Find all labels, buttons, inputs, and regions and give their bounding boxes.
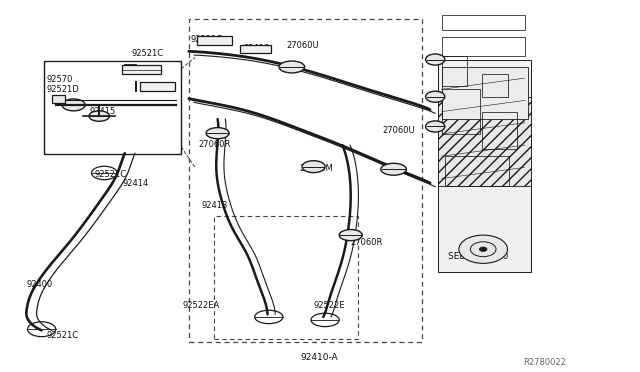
Bar	[442, 37, 525, 56]
Text: 92521D: 92521D	[46, 85, 79, 94]
Ellipse shape	[426, 54, 445, 65]
Ellipse shape	[381, 163, 406, 175]
Bar	[442, 56, 467, 86]
Circle shape	[479, 247, 487, 251]
Ellipse shape	[426, 121, 445, 132]
Bar	[140, 82, 175, 91]
Text: 92410: 92410	[140, 84, 166, 93]
Bar	[442, 15, 525, 30]
Bar	[214, 216, 358, 339]
Text: 27060R: 27060R	[351, 238, 383, 247]
Ellipse shape	[62, 99, 85, 111]
Text: 92522E: 92522E	[314, 301, 345, 310]
Text: 92414: 92414	[123, 179, 149, 187]
Ellipse shape	[302, 161, 325, 173]
Bar	[482, 112, 517, 149]
Text: 92522EA: 92522EA	[182, 301, 220, 310]
Text: 27185M: 27185M	[300, 164, 333, 173]
Bar	[122, 65, 161, 74]
Text: SEE SEC. 270: SEE SEC. 270	[448, 252, 508, 261]
Circle shape	[459, 235, 508, 263]
Bar	[445, 156, 509, 186]
Text: 92521C: 92521C	[131, 49, 163, 58]
Text: 92570: 92570	[46, 76, 72, 84]
Text: R2780022: R2780022	[524, 358, 566, 367]
Text: 92400: 92400	[27, 280, 53, 289]
Bar	[438, 60, 531, 272]
Bar	[442, 67, 528, 119]
Ellipse shape	[279, 61, 305, 73]
Bar	[197, 36, 232, 45]
Ellipse shape	[206, 128, 229, 139]
Text: 92521C: 92521C	[191, 35, 223, 44]
Bar	[482, 74, 508, 97]
Ellipse shape	[89, 111, 109, 121]
Text: 92521C: 92521C	[95, 170, 127, 179]
Ellipse shape	[339, 230, 362, 241]
Text: 92415: 92415	[90, 107, 116, 116]
Ellipse shape	[426, 91, 445, 102]
Text: 27060U: 27060U	[383, 126, 415, 135]
Text: 92410-A: 92410-A	[301, 353, 339, 362]
Text: 27060R: 27060R	[198, 140, 231, 149]
Bar	[442, 89, 480, 134]
Bar	[44, 61, 181, 154]
Bar	[240, 45, 271, 53]
Text: 27060U: 27060U	[287, 41, 319, 50]
Bar	[52, 95, 65, 103]
Text: 92413: 92413	[202, 201, 228, 210]
Bar	[438, 97, 531, 186]
Text: 92521C: 92521C	[46, 331, 78, 340]
Text: 92410: 92410	[243, 44, 269, 53]
Bar	[189, 19, 422, 342]
